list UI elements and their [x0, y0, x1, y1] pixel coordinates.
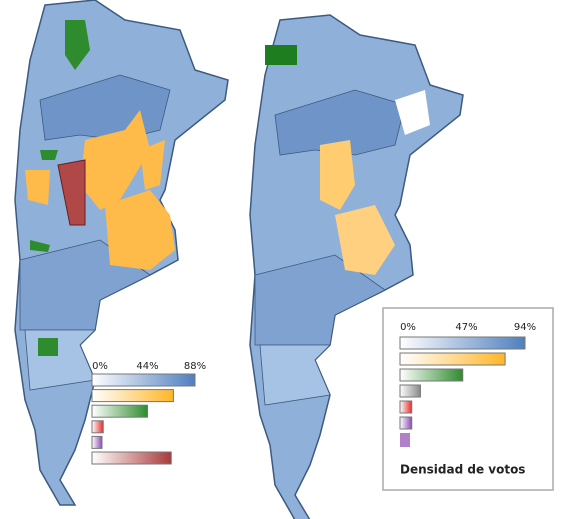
legend-bar [399, 384, 421, 398]
legend-bar [399, 368, 464, 382]
legend-bar [400, 433, 410, 447]
legend-tick-label: 0% [400, 322, 416, 333]
legend-tick-label: 88% [184, 361, 206, 372]
legend-bar [91, 435, 103, 449]
legend-title: Densidad de votos [400, 463, 525, 477]
legend-bar [91, 373, 196, 387]
legend-tick-label: 94% [514, 322, 536, 333]
map-left [14, 0, 229, 506]
legend-bar [399, 336, 526, 350]
legend-tick-label: 44% [136, 361, 158, 372]
legend-bar [91, 420, 104, 434]
legend-bar [399, 400, 413, 414]
legend-bar [399, 416, 413, 430]
map-right [249, 14, 464, 519]
legend-tick-label: 0% [92, 361, 108, 372]
legend-bar [91, 389, 174, 403]
legend-bar [399, 352, 506, 366]
legend-bar [91, 404, 148, 418]
legend-bar [91, 451, 172, 465]
legend-tick-label: 47% [455, 322, 477, 333]
